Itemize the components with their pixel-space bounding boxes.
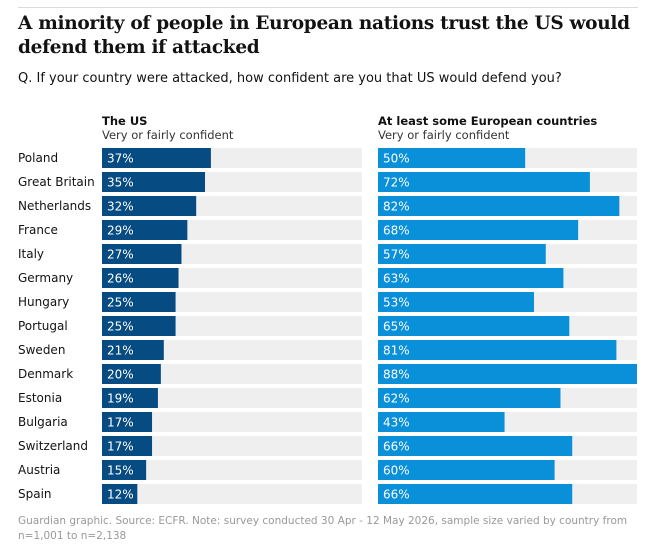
survey-question: Q. If your country were attacked, how co… xyxy=(18,71,562,86)
us-bar-portugal xyxy=(102,316,176,336)
europe-value-label-poland: 50% xyxy=(383,152,410,166)
us-bar-poland xyxy=(102,148,211,168)
europe-value-label-spain: 66% xyxy=(383,488,410,502)
country-label-france: France xyxy=(18,223,58,237)
us-bar-great-britain xyxy=(102,172,206,192)
europe-bar-austria xyxy=(378,460,555,480)
europe-bar-hungary xyxy=(378,292,534,312)
country-label-estonia: Estonia xyxy=(18,391,62,405)
europe-bar-portugal xyxy=(378,316,570,336)
europe-value-label-great-britain: 72% xyxy=(383,176,410,190)
us-value-label-germany: 26% xyxy=(107,272,134,286)
europe-value-label-estonia: 62% xyxy=(383,392,410,406)
europe-value-label-bulgaria: 43% xyxy=(383,416,410,430)
europe-value-label-portugal: 65% xyxy=(383,320,410,334)
us-value-label-denmark: 20% xyxy=(107,368,134,382)
europe-value-label-denmark: 88% xyxy=(383,368,410,382)
us-bar-netherlands xyxy=(102,196,197,216)
europe-bar-estonia xyxy=(378,388,561,408)
us-series-name: The US xyxy=(102,114,148,128)
us-value-label-bulgaria: 17% xyxy=(107,416,134,430)
us-value-label-estonia: 19% xyxy=(107,392,134,406)
us-track-switzerland xyxy=(102,436,362,456)
europe-series-subtitle: Very or fairly confident xyxy=(378,128,510,142)
us-bar-hungary xyxy=(102,292,176,312)
us-panel-header: The US Very or fairly confident xyxy=(102,114,233,142)
country-label-sweden: Sweden xyxy=(18,343,65,357)
us-bar-germany xyxy=(102,268,179,288)
us-value-label-great-britain: 35% xyxy=(107,176,134,190)
europe-bar-switzerland xyxy=(378,436,573,456)
europe-bar-spain xyxy=(378,484,573,504)
us-value-label-netherlands: 32% xyxy=(107,200,134,214)
country-label-netherlands: Netherlands xyxy=(18,199,91,213)
us-bar-estonia xyxy=(102,388,158,408)
europe-bar-sweden xyxy=(378,340,617,360)
us-bar-sweden xyxy=(102,340,164,360)
europe-series-name: At least some European countries xyxy=(378,114,598,128)
europe-bar-great-britain xyxy=(378,172,590,192)
us-series-subtitle: Very or fairly confident xyxy=(102,128,234,142)
europe-value-label-netherlands: 82% xyxy=(383,200,410,214)
us-track-austria xyxy=(102,460,362,480)
country-label-portugal: Portugal xyxy=(18,319,68,333)
us-bar-bulgaria xyxy=(102,412,153,432)
europe-value-label-austria: 60% xyxy=(383,464,410,478)
europe-bar-netherlands xyxy=(378,196,620,216)
us-bar-austria xyxy=(102,460,147,480)
us-value-label-switzerland: 17% xyxy=(107,440,134,454)
europe-value-label-sweden: 81% xyxy=(383,344,410,358)
country-label-germany: Germany xyxy=(18,271,73,285)
top-rule xyxy=(18,7,638,8)
us-bar-france xyxy=(102,220,188,240)
country-label-great-britain: Great Britain xyxy=(18,175,95,189)
source-note: Guardian graphic. Source: ECFR. Note: su… xyxy=(18,515,628,542)
europe-value-label-italy: 57% xyxy=(383,248,410,262)
us-bar-spain xyxy=(102,484,138,504)
us-value-label-hungary: 25% xyxy=(107,296,134,310)
chart-title: A minority of people in European nations… xyxy=(18,13,630,58)
europe-bar-germany xyxy=(378,268,564,288)
country-label-poland: Poland xyxy=(18,151,58,165)
country-label-spain: Spain xyxy=(18,487,52,501)
europe-value-label-france: 68% xyxy=(383,224,410,238)
country-label-hungary: Hungary xyxy=(18,295,69,309)
country-label-bulgaria: Bulgaria xyxy=(18,415,68,429)
us-value-label-spain: 12% xyxy=(107,488,134,502)
europe-bar-italy xyxy=(378,244,546,264)
us-bar-italy xyxy=(102,244,182,264)
country-label-austria: Austria xyxy=(18,463,60,477)
us-value-label-portugal: 25% xyxy=(107,320,134,334)
europe-bar-denmark xyxy=(378,364,637,384)
europe-value-label-hungary: 53% xyxy=(383,296,410,310)
us-bar-switzerland xyxy=(102,436,153,456)
europe-bar-france xyxy=(378,220,579,240)
europe-bar-poland xyxy=(378,148,526,168)
us-track-denmark xyxy=(102,364,362,384)
country-label-italy: Italy xyxy=(18,247,44,261)
europe-bar-bulgaria xyxy=(378,412,505,432)
us-value-label-poland: 37% xyxy=(107,152,134,166)
country-label-switzerland: Switzerland xyxy=(18,439,88,453)
europe-panel-header: At least some European countries Very or… xyxy=(378,114,597,142)
europe-value-label-switzerland: 66% xyxy=(383,440,410,454)
europe-value-label-germany: 63% xyxy=(383,272,410,286)
us-value-label-france: 29% xyxy=(107,224,134,238)
us-value-label-austria: 15% xyxy=(107,464,134,478)
us-track-estonia xyxy=(102,388,362,408)
us-track-spain xyxy=(102,484,362,504)
us-value-label-sweden: 21% xyxy=(107,344,134,358)
us-track-bulgaria xyxy=(102,412,362,432)
us-track-sweden xyxy=(102,340,362,360)
us-bar-denmark xyxy=(102,364,161,384)
country-label-denmark: Denmark xyxy=(18,367,73,381)
us-value-label-italy: 27% xyxy=(107,248,134,262)
